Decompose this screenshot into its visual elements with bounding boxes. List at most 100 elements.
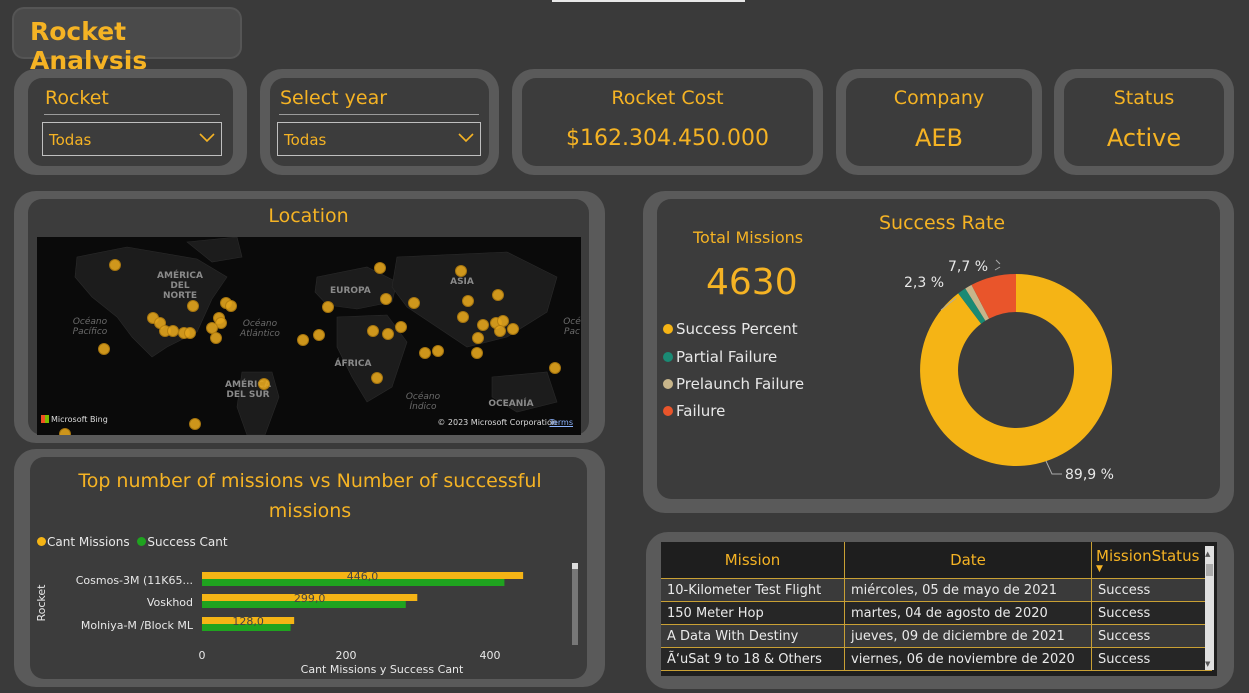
launch-site-dot[interactable]: [419, 347, 431, 359]
success-donut[interactable]: [900, 255, 1140, 495]
launch-site-dot[interactable]: [380, 293, 392, 305]
launch-site-dot[interactable]: [462, 295, 474, 307]
table-row[interactable]: 150 Meter Hop martes, 04 de agosto de 202…: [661, 601, 1212, 625]
cost-label: Rocket Cost: [611, 87, 724, 109]
success-rate-title: Success Rate: [879, 212, 1006, 234]
launch-site-dot[interactable]: [367, 325, 379, 337]
launch-site-dot[interactable]: [225, 300, 237, 312]
donut-label-partial: 2,3 %: [904, 275, 945, 291]
map-terms-link[interactable]: Terms: [549, 418, 573, 427]
cost-value: $162.304.450.000: [566, 126, 769, 151]
year-filter-underline: [279, 114, 479, 115]
bing-logo: Microsoft Bing: [41, 415, 108, 424]
donut-leader-line: [940, 297, 957, 311]
continent-label: ÁFRICA: [334, 359, 372, 369]
rocket-filter-underline: [44, 114, 220, 115]
scroll-down-icon: ▼: [1205, 660, 1211, 668]
ocean-label: Océ Pac: [563, 317, 581, 337]
launch-site-dot[interactable]: [507, 323, 519, 335]
chart-title: Top number of missions vs Number of succ…: [78, 470, 542, 522]
launch-site-dot[interactable]: [258, 378, 270, 390]
table-row[interactable]: A Data With Destiny jueves, 09 de diciemb…: [661, 624, 1212, 648]
launch-site-dot[interactable]: [297, 334, 309, 346]
cell-date: viernes, 06 de noviembre de 2020: [844, 647, 1092, 671]
launch-site-dot[interactable]: [109, 259, 121, 271]
continent-label: ASIA: [450, 277, 474, 287]
launch-site-dot[interactable]: [477, 319, 489, 331]
continent-label: AMÉRICA DEL SUR: [225, 380, 271, 400]
launch-site-dot[interactable]: [59, 428, 71, 435]
launch-site-dot[interactable]: [472, 332, 484, 344]
donut-leader-line: [1045, 460, 1062, 475]
x-tick-label: 0: [199, 649, 206, 662]
bar-success-cant: [202, 579, 505, 586]
missions-table: Mission Date MissionStatus ▼ 10-Kilometer…: [661, 542, 1217, 676]
cell-mission: A Data With Destiny: [661, 624, 845, 648]
launch-site-dot[interactable]: [187, 300, 199, 312]
launch-site-dot[interactable]: [494, 325, 506, 337]
launch-site-dot[interactable]: [184, 327, 196, 339]
col-header-status[interactable]: MissionStatus ▼: [1091, 542, 1212, 579]
rocket-dropdown[interactable]: Todas: [42, 122, 222, 156]
col-header-mission[interactable]: Mission: [661, 542, 845, 579]
table-row[interactable]: 10-Kilometer Test Flight miércoles, 05 de…: [661, 578, 1212, 602]
ocean-label: Océano Atlántico: [240, 319, 280, 339]
cell-date: jueves, 09 de diciembre de 2021: [844, 624, 1092, 648]
launch-site-dot[interactable]: [455, 265, 467, 277]
donut-slice-partial: [958, 288, 986, 324]
world-map[interactable]: AMÉRICA DEL NORTE EUROPA ASIA ÁFRICA AMÉ…: [37, 237, 581, 435]
table-row[interactable]: Ã‘uSat 9 to 18 & Others viernes, 06 de no…: [661, 647, 1212, 671]
ocean-label: Océano Índico: [405, 392, 441, 412]
sort-down-icon: ▼: [1096, 564, 1103, 574]
launch-site-dot[interactable]: [210, 332, 222, 344]
launch-site-dot[interactable]: [382, 328, 394, 340]
title-card: Rocket Analysis: [14, 9, 240, 75]
launch-site-dot[interactable]: [471, 347, 483, 359]
missions-bar-chart[interactable]: Rocket Cosmos-3M (11K65... 446,0 Voskhod 299…: [30, 555, 587, 679]
launch-site-dot[interactable]: [374, 262, 386, 274]
legend-dot: [663, 406, 673, 416]
chevron-down-icon: [199, 133, 215, 143]
launch-site-dot[interactable]: [98, 343, 110, 355]
cell-status: Success: [1091, 578, 1212, 602]
table-scrollbar[interactable]: ▲ ▼: [1205, 546, 1214, 670]
donut-slice-prelaunch: [965, 284, 990, 321]
bar-cant-missions: [202, 617, 295, 624]
donut-label-success: 89,9 %: [1065, 467, 1114, 483]
launch-site-dot[interactable]: [408, 297, 420, 309]
table-body: 10-Kilometer Test Flight miércoles, 05 de…: [661, 578, 1212, 671]
donut-leader-line: [994, 266, 1001, 271]
rocket-dropdown-value: Todas: [49, 131, 92, 149]
launch-site-dot[interactable]: [432, 345, 444, 357]
launch-site-dot[interactable]: [492, 289, 504, 301]
legend-dot: [663, 352, 673, 362]
launch-site-dot[interactable]: [189, 418, 201, 430]
page-title: Rocket Analysis: [30, 17, 148, 75]
launch-site-dot[interactable]: [549, 362, 561, 374]
company-card-inner: [846, 78, 1032, 166]
total-missions-label: Total Missions: [693, 228, 804, 247]
ocean-label: Océano Pacífico: [72, 317, 108, 337]
legend-success-cant: Success Cant: [147, 535, 228, 549]
status-value: Active: [1106, 124, 1182, 152]
legend-partial: Partial Failure: [663, 348, 777, 366]
cell-status: Success: [1091, 601, 1212, 625]
x-tick-label: 400: [480, 649, 501, 662]
legend-cant-missions: Cant Missions: [47, 535, 130, 549]
launch-site-dot[interactable]: [371, 372, 383, 384]
company-label: Company: [893, 87, 985, 109]
continent-label: AMÉRICA DEL NORTE: [157, 271, 203, 301]
donut-label-failure: 7,7 %: [948, 259, 989, 275]
launch-site-dot[interactable]: [395, 321, 407, 333]
top-indicator: [552, 0, 745, 2]
year-dropdown[interactable]: Todas: [277, 122, 481, 156]
cell-date: miércoles, 05 de mayo de 2021: [844, 578, 1092, 602]
chart-legend: Cant Missions Success Cant: [37, 535, 228, 549]
launch-site-dot[interactable]: [313, 329, 325, 341]
donut-slice-success: [920, 273, 1113, 466]
launch-site-dot[interactable]: [322, 301, 334, 313]
chevron-down-icon: [458, 133, 474, 143]
col-header-date[interactable]: Date: [844, 542, 1092, 579]
launch-site-dot[interactable]: [457, 311, 469, 323]
cell-status: Success: [1091, 647, 1212, 671]
